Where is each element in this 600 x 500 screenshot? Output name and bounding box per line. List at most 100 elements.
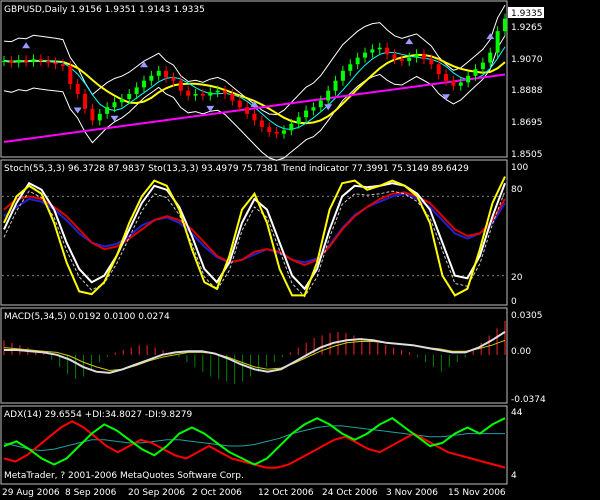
candle-body: [193, 93, 198, 96]
adx-panel-frame: [0, 405, 508, 485]
candle-body: [112, 102, 117, 108]
fractal-down-icon: [324, 104, 333, 111]
candle-body: [75, 84, 80, 94]
candle-body: [444, 74, 449, 81]
candle-body: [127, 93, 132, 99]
macd-panel-frame: [0, 307, 508, 404]
candle-body: [105, 107, 110, 114]
candle-body: [340, 70, 345, 81]
candle-body: [119, 98, 124, 103]
candle-body: [370, 49, 375, 53]
candle-body: [480, 62, 485, 70]
candle-body: [223, 90, 228, 94]
candle-body: [429, 59, 434, 65]
candle-body: [259, 120, 264, 128]
stoch-header: Stoch(55,3,3) 96.3728 87.9837 Sto(13,3,3…: [4, 164, 469, 174]
fractal-up-icon: [139, 61, 148, 68]
candle-body: [495, 31, 500, 53]
fractal-down-icon: [73, 107, 82, 114]
date-label-7: 15 Nov 2006: [448, 488, 506, 498]
candle-body: [458, 82, 463, 86]
adx-plus-di: [3, 417, 506, 466]
price-tick-0: 1.9265: [511, 23, 543, 33]
candle-body: [24, 60, 29, 62]
candle-body: [333, 80, 338, 91]
price-header: GBPUSD,Daily 1.9156 1.9351 1.9143 1.9335: [4, 5, 205, 15]
candle-body: [245, 107, 250, 114]
candle-body: [156, 70, 161, 76]
candle-body: [178, 80, 183, 91]
last-price-label: 1.9335: [511, 9, 543, 19]
candle-body: [9, 60, 14, 63]
date-label-6: 3 Nov 2006: [386, 488, 438, 498]
date-label-2: 20 Sep 2006: [128, 488, 185, 498]
macd-header: MACD(5,34,5) 0.0192 0.0100 0.0274: [4, 312, 170, 322]
candle-body: [208, 92, 213, 96]
candle-body: [385, 47, 390, 55]
candle-body: [348, 64, 353, 71]
copyright-footer: MetaTrader, ? 2001-2006 MetaQuotes Softw…: [4, 471, 244, 481]
candle-body: [392, 54, 397, 60]
candle-body: [186, 90, 191, 96]
candle-body: [164, 70, 169, 78]
candle-body: [83, 93, 88, 109]
candle-body: [399, 59, 404, 61]
date-label-1: 8 Sep 2006: [65, 488, 117, 498]
candle-body: [451, 80, 456, 86]
fractal-down-icon: [442, 94, 451, 101]
candle-body: [97, 113, 102, 121]
macd-tick-top: 0.0305: [511, 311, 543, 321]
last-price-box: [508, 7, 544, 18]
candle-body: [141, 80, 146, 88]
stoch-tick-20: 20: [511, 273, 523, 283]
macd-signal-white: [4, 331, 506, 374]
candle-body: [355, 57, 360, 65]
adx-panel: [3, 417, 506, 469]
stoch-panel: [2, 176, 506, 298]
adx-header: ADX(14) 29.6554 +DI:34.8027 -DI:9.8279: [4, 410, 193, 420]
stoch-series-yellow: [3, 176, 506, 297]
macd-tick-bottom: -0.0374: [511, 395, 546, 405]
fractal-up-icon: [486, 33, 495, 40]
adx-tick-bottom: 4: [511, 471, 517, 481]
stoch-tick-0: 0: [511, 297, 517, 307]
fractal-up-icon: [22, 42, 31, 49]
candle-body: [134, 87, 139, 94]
candle-body: [200, 93, 205, 96]
candle-body: [311, 107, 316, 111]
date-label-3: 2 Oct 2006: [192, 488, 242, 498]
fractal-up-icon: [405, 38, 414, 45]
candle-body: [296, 117, 301, 124]
candle-body: [267, 127, 272, 133]
price-tick-3: 1.8695: [511, 118, 543, 128]
fractal-down-icon: [110, 115, 119, 122]
candle-body: [252, 113, 257, 121]
fractal-up-icon: [250, 100, 259, 107]
stoch-panel-frame: [0, 159, 508, 306]
candle-body: [414, 54, 419, 58]
candle-body: [503, 18, 507, 32]
candle-body: [318, 100, 323, 108]
price-tick-2: 1.8888: [511, 86, 543, 96]
candle-body: [421, 54, 426, 60]
candle-body: [46, 60, 51, 63]
candle-body: [230, 93, 235, 101]
macd-panel: [3, 321, 506, 384]
candle-body: [31, 59, 36, 62]
candle-body: [16, 60, 21, 63]
candle-body: [488, 52, 493, 63]
macd-tick-zero: 0.00: [511, 347, 531, 357]
candle-body: [215, 90, 220, 93]
candle-body: [2, 60, 6, 62]
candle-body: [304, 110, 309, 118]
price-ma-magenta: [3, 73, 506, 143]
candle-body: [281, 130, 286, 134]
stoch-tick-100: 100: [511, 163, 528, 173]
candle-body: [53, 62, 58, 65]
candle-body: [363, 52, 368, 58]
date-label-0: 29 Aug 2006: [2, 488, 60, 498]
price-panel-frame: [0, 0, 508, 158]
date-label-4: 12 Oct 2006: [258, 488, 314, 498]
candle-body: [274, 132, 279, 134]
